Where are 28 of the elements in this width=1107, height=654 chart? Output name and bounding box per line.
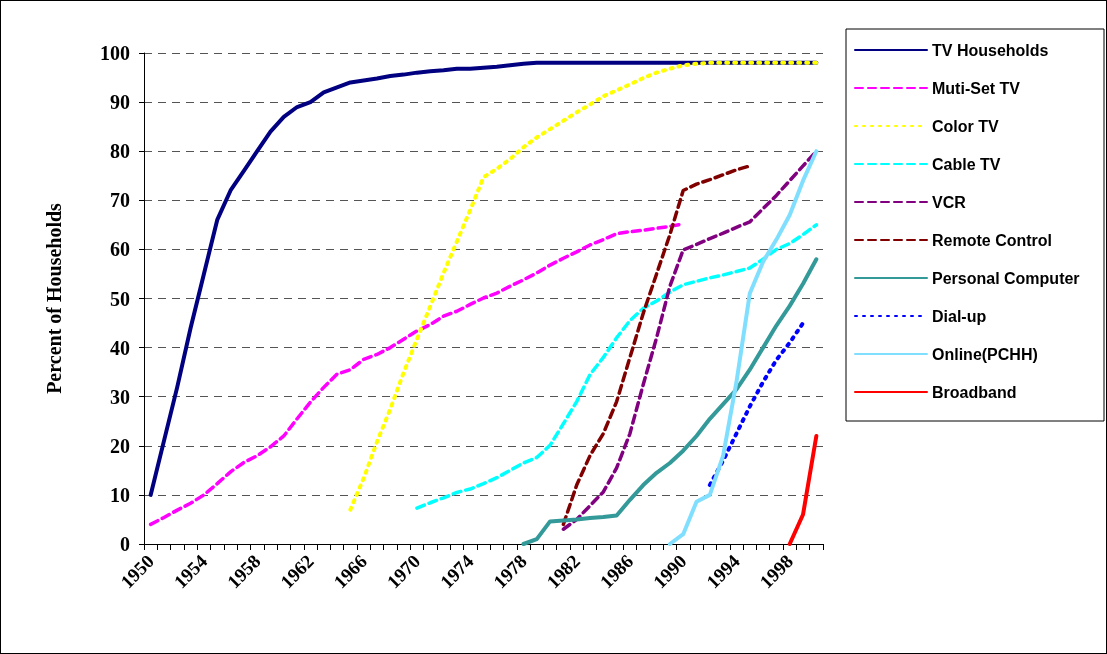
- legend-label: TV Households: [932, 41, 1049, 59]
- legend-label: Broadband: [932, 383, 1017, 401]
- legend-label: Muti-Set TV: [932, 79, 1021, 97]
- y-tick-label: 60: [110, 238, 130, 261]
- legend-label: Personal Computer: [932, 269, 1080, 287]
- line-series: [348, 60, 819, 512]
- y-tick-label: 30: [110, 385, 130, 408]
- legend-label: Online(PCHH): [932, 345, 1038, 363]
- y-tick-label: 10: [110, 483, 130, 506]
- y-tick-label: 0: [120, 533, 130, 555]
- legend-label: Dial-up: [932, 307, 987, 325]
- legend-label: VCR: [932, 193, 967, 211]
- line-series: [521, 257, 819, 546]
- y-tick-label: 40: [110, 336, 130, 359]
- y-tick-label: 20: [110, 434, 130, 457]
- line-series: [415, 223, 819, 510]
- y-tick-label: 80: [110, 140, 130, 163]
- line-series: [667, 149, 819, 546]
- legend-label: Remote Control: [932, 231, 1052, 249]
- line-series: [561, 164, 752, 527]
- y-tick-label: 90: [110, 91, 130, 114]
- line-series: [707, 321, 806, 488]
- y-tick-label: 100: [100, 42, 130, 64]
- y-tick-label: 50: [110, 287, 130, 310]
- y-tick-label: 70: [110, 189, 130, 212]
- legend-label: Cable TV: [932, 155, 1001, 173]
- legend-label: Color TV: [932, 117, 999, 135]
- y-axis-title: Percent of Households: [43, 202, 65, 394]
